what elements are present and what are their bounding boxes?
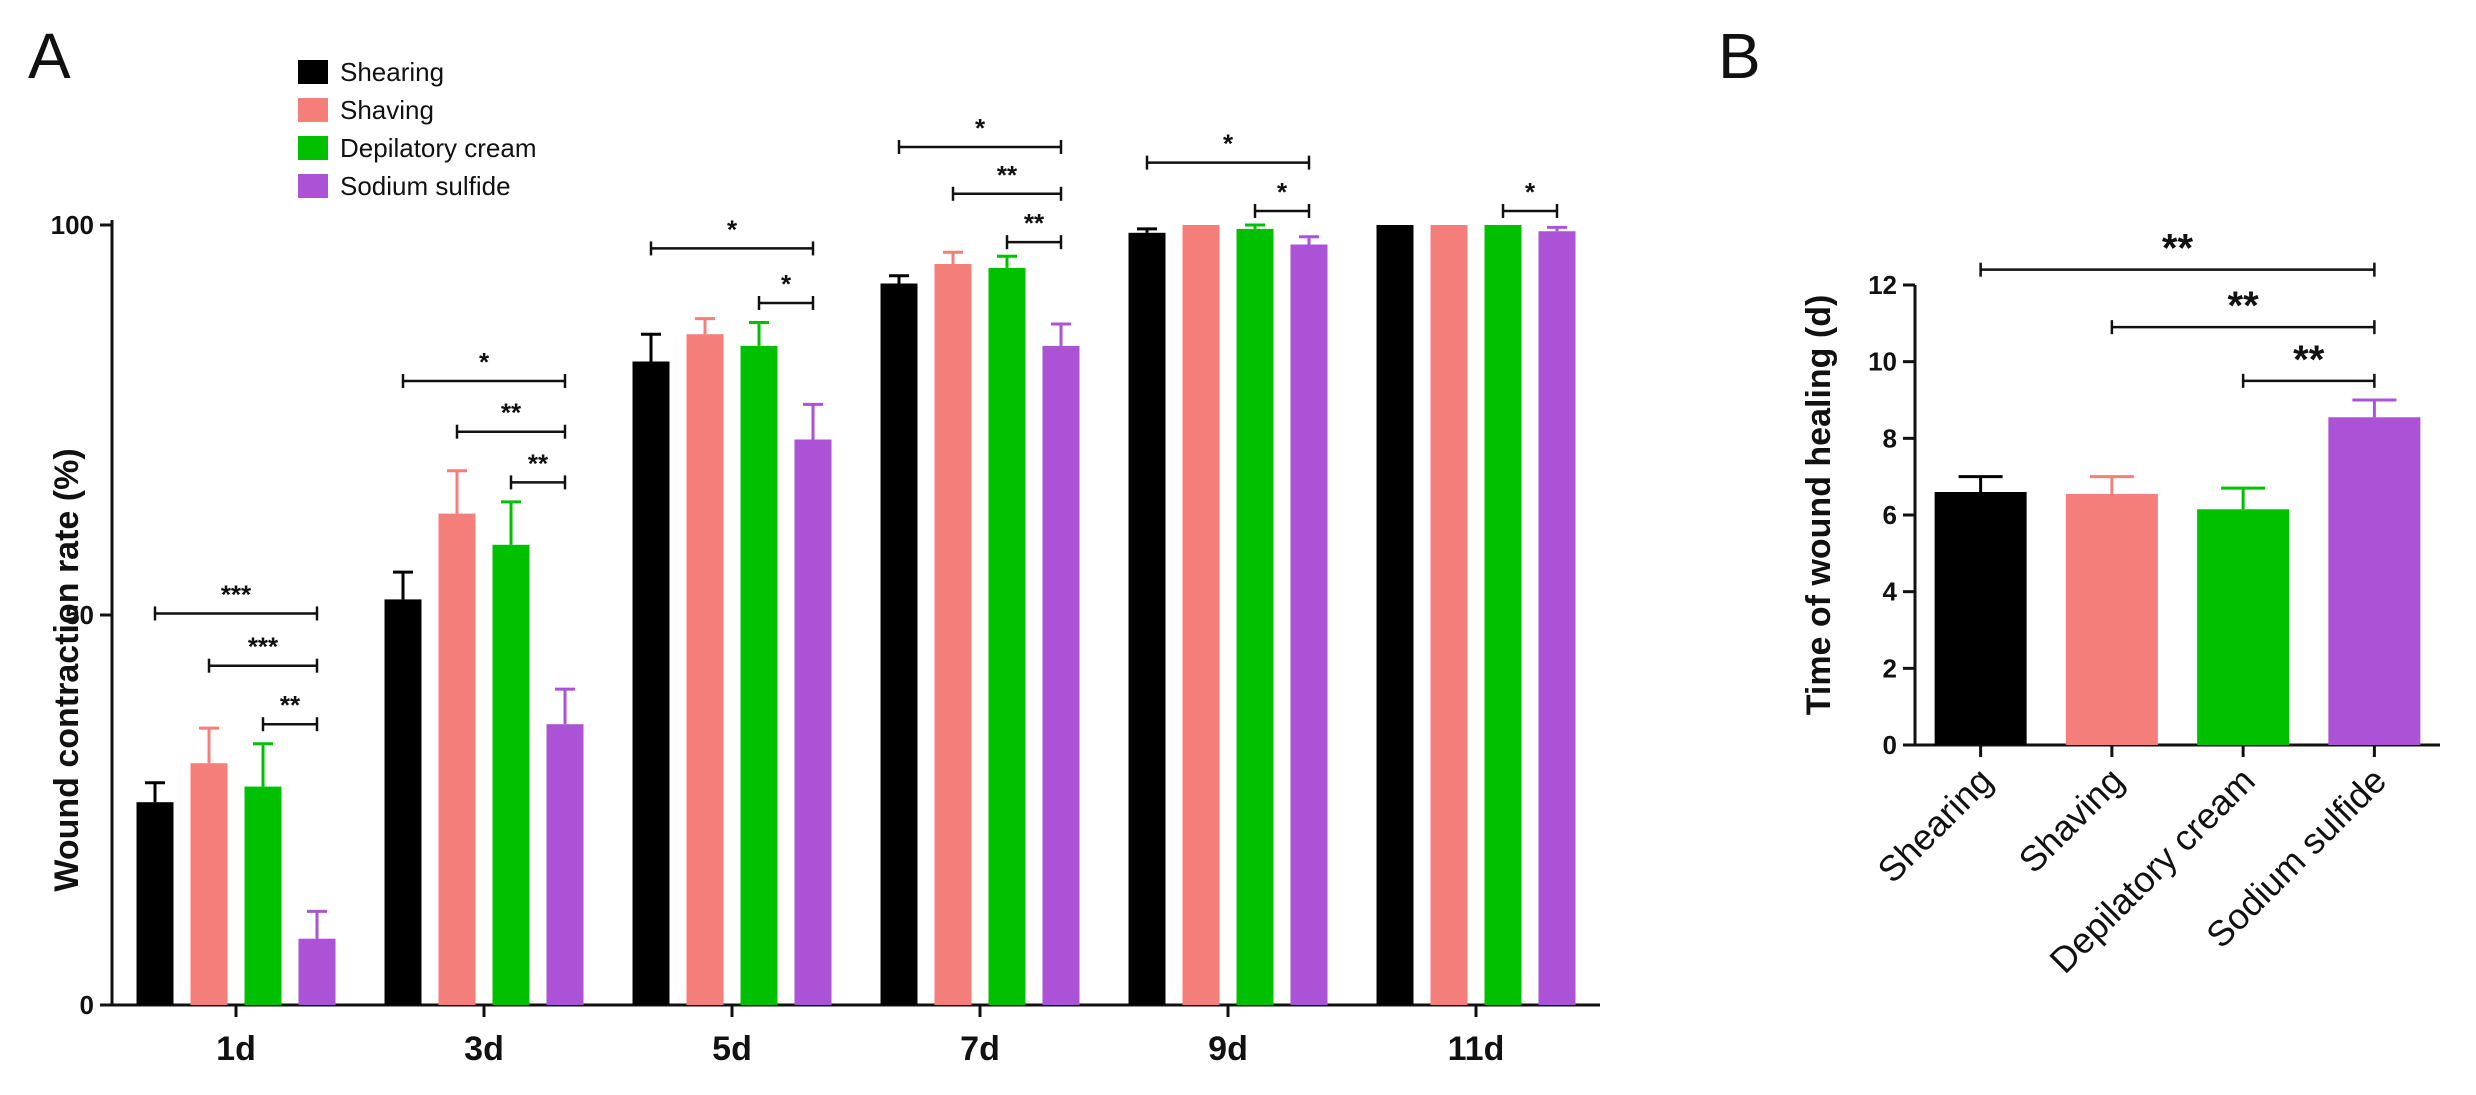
significance-label: * [727, 214, 738, 244]
bar-shearing-9d [1128, 232, 1166, 1006]
panel-a-letter: A [28, 20, 71, 92]
bar-depilatory-cream [2197, 509, 2290, 745]
bar-shaving-5d [686, 334, 724, 1005]
chart-a-y-axis-label: Wound contraction rate (%) [48, 448, 86, 891]
bar-depilatory-cream-3d [492, 544, 530, 1005]
bar-shearing-7d [880, 283, 918, 1005]
bar-shaving-11d [1430, 225, 1468, 1005]
bar-shearing-11d [1376, 225, 1414, 1005]
x-tick-label-11d: 11d [1448, 1030, 1505, 1068]
y-tick-label: 50 [65, 600, 94, 630]
significance-label: ** [1024, 208, 1045, 238]
x-tick-label-shearing: Shearing [1869, 760, 2000, 891]
bar-depilatory-cream-9d [1236, 228, 1274, 1005]
legend-label-shaving: Shaving [340, 95, 434, 125]
significance-label: *** [221, 579, 252, 609]
legend-swatch-depilatory-cream [298, 136, 328, 160]
bar-depilatory-cream-11d [1484, 225, 1522, 1005]
x-tick-label-5d: 5d [712, 1030, 752, 1068]
significance-label: * [781, 269, 792, 299]
significance-label: ** [997, 160, 1018, 190]
significance-label: ** [2293, 338, 2325, 382]
bar-sodium-sulfide-11d [1538, 231, 1576, 1006]
x-tick-label-9d: 9d [1208, 1030, 1248, 1068]
bar-shearing-5d [632, 361, 670, 1005]
bar-sodium-sulfide [2328, 417, 2421, 745]
significance-label: ** [280, 690, 301, 720]
significance-label: * [1223, 129, 1234, 159]
bar-shearing-3d [384, 599, 422, 1005]
bar-depilatory-cream-1d [244, 786, 282, 1005]
x-tick-label-shaving: Shaving [2011, 760, 2132, 881]
chart-a: Wound contraction rate (%) 0 50 100 1d 3d 5d 7… [48, 57, 1600, 1068]
y-tick-label: 0 [80, 990, 94, 1020]
y-tick-label: 12 [1868, 270, 1897, 300]
legend-label-sodium-sulfide: Sodium sulfide [340, 171, 511, 201]
bar-sodium-sulfide-7d [1042, 345, 1080, 1005]
y-tick-label: 6 [1883, 500, 1897, 530]
bar-shaving-9d [1182, 225, 1220, 1005]
legend-swatch-shaving [298, 98, 328, 122]
chart-b: Time of wound healing (d) 0 2 4 6 8 10 12 Shear… [1800, 227, 2440, 981]
significance-label: * [1525, 177, 1536, 207]
x-tick-label-3d: 3d [464, 1030, 504, 1068]
y-tick-label: 2 [1883, 653, 1897, 683]
legend-swatch-sodium-sulfide [298, 174, 328, 198]
chart-b-y-axis-label: Time of wound healing (d) [1800, 295, 1838, 716]
bar-sodium-sulfide-3d [546, 724, 584, 1005]
legend-label-depilatory-cream: Depilatory cream [340, 133, 537, 163]
bar-depilatory-cream-7d [988, 267, 1026, 1005]
y-tick-label: 8 [1883, 423, 1897, 453]
x-tick-label-1d: 1d [216, 1030, 256, 1068]
legend-swatch-shearing [298, 60, 328, 84]
significance-label: * [1277, 177, 1288, 207]
significance-label: ** [528, 448, 549, 478]
panel-b-letter: B [1718, 20, 1761, 92]
significance-label: ** [2162, 227, 2194, 271]
bar-shaving-1d [190, 763, 228, 1005]
y-tick-label: 0 [1883, 730, 1897, 760]
significance-label: * [479, 347, 490, 377]
bar-shaving-3d [438, 513, 476, 1005]
bar-sodium-sulfide-9d [1290, 244, 1328, 1005]
bar-sodium-sulfide-1d [298, 938, 336, 1005]
bar-shearing [1934, 492, 2027, 745]
significance-label: * [975, 113, 986, 143]
bar-depilatory-cream-5d [740, 345, 778, 1005]
bar-shearing-1d [136, 802, 174, 1005]
significance-label: ** [501, 398, 522, 428]
y-tick-label: 4 [1883, 577, 1898, 607]
bar-shaving [2065, 493, 2158, 745]
significance-label: *** [248, 632, 279, 662]
legend-label-shearing: Shearing [340, 57, 444, 87]
significance-label: ** [2228, 284, 2260, 328]
y-tick-label: 10 [1868, 347, 1897, 377]
y-tick-label: 100 [51, 210, 94, 240]
x-tick-label-7d: 7d [960, 1030, 1000, 1068]
bar-sodium-sulfide-5d [794, 439, 832, 1005]
bar-shaving-7d [934, 264, 972, 1005]
